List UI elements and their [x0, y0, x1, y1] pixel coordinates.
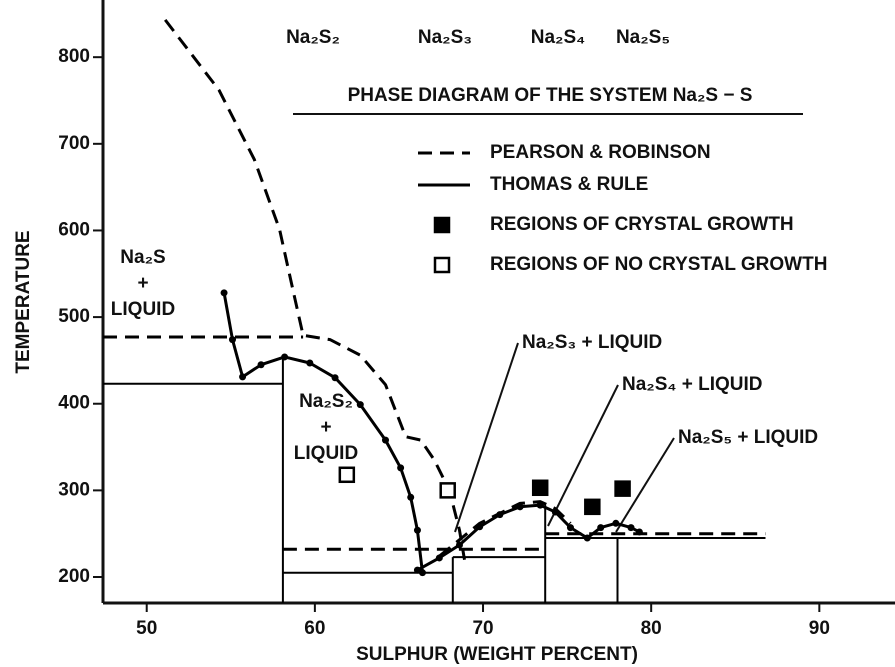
data-point — [566, 524, 574, 532]
compound-label: Na₂S₄ — [531, 27, 585, 48]
no-growth-marker — [439, 482, 456, 499]
x-axis-label: SULPHUR (WEIGHT PERCENT) — [356, 644, 638, 665]
chart-title: PHASE DIAGRAM OF THE SYSTEM Na₂S − S — [348, 85, 753, 106]
region-label: Na₂S₂ — [299, 391, 353, 412]
y-tick-label: 700 — [58, 133, 90, 154]
data-point — [455, 541, 463, 549]
region-label: + — [137, 273, 148, 294]
data-point — [516, 503, 524, 511]
data-point — [228, 336, 236, 344]
region-label: LIQUID — [294, 443, 358, 464]
legend-swatch — [433, 256, 451, 274]
data-point — [476, 523, 484, 531]
growth-marker — [614, 480, 631, 497]
legend-label: REGIONS OF CRYSTAL GROWTH — [490, 214, 794, 235]
y-tick-label: 200 — [58, 566, 90, 587]
data-point — [381, 436, 389, 444]
y-tick-label: 800 — [58, 46, 90, 67]
y-tick-label: 300 — [58, 479, 90, 500]
data-point — [306, 359, 314, 367]
data-point — [627, 524, 635, 532]
y-tick-label: 400 — [58, 393, 90, 414]
y-axis-label: TEMPERATURE — [13, 230, 34, 373]
legend-swatch — [433, 216, 451, 234]
data-point — [331, 374, 339, 382]
x-tick-label: 70 — [472, 618, 493, 639]
data-point — [435, 554, 443, 562]
compound-label: Na₂S₂ — [286, 27, 340, 48]
x-tick-label: 90 — [809, 618, 830, 639]
data-point — [257, 361, 265, 369]
growth-marker — [531, 479, 549, 497]
callout-label: Na₂S₃ + LIQUID — [522, 332, 662, 353]
data-point — [397, 464, 405, 472]
leader-line — [615, 437, 675, 533]
compound-label: Na₂S₃ — [418, 27, 472, 48]
data-point — [551, 508, 559, 516]
no-growth-marker — [338, 466, 356, 484]
leader-line — [547, 384, 619, 527]
region-label: + — [320, 417, 331, 438]
data-point — [536, 501, 544, 509]
callout-label: Na₂S₄ + LIQUID — [622, 374, 763, 395]
x-tick-label: 50 — [136, 618, 157, 639]
data-point — [239, 373, 247, 381]
region-label: Na₂S — [120, 247, 165, 268]
x-tick-label: 60 — [304, 618, 325, 639]
legend-label: REGIONS OF NO CRYSTAL GROWTH — [490, 254, 827, 275]
compound-label: Na₂S₅ — [616, 27, 670, 48]
y-tick-label: 600 — [58, 219, 90, 240]
data-point — [220, 289, 228, 297]
callout-label: Na₂S₅ + LIQUID — [678, 427, 818, 448]
legend-label: PEARSON & ROBINSON — [490, 142, 711, 163]
data-point — [407, 493, 415, 501]
x-tick-label: 80 — [641, 618, 662, 639]
data-point — [413, 526, 421, 534]
data-point — [612, 519, 620, 527]
y-tick-label: 500 — [58, 306, 90, 327]
legend-label: THOMAS & RULE — [490, 174, 648, 195]
growth-marker — [584, 498, 601, 516]
data-point — [597, 524, 605, 532]
region-label: LIQUID — [111, 299, 175, 320]
data-point — [635, 528, 643, 536]
data-point — [356, 401, 364, 409]
data-point — [496, 511, 504, 519]
leader-line — [454, 342, 519, 533]
